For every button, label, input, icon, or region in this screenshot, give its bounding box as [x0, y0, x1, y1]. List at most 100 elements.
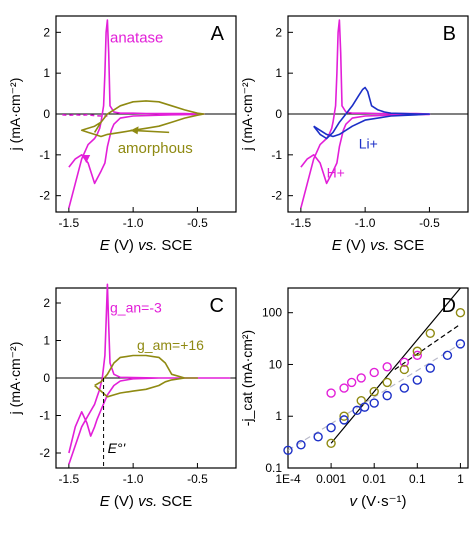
x-tick-label: -1.5: [59, 472, 80, 486]
x-axis-label-part: vs.: [138, 237, 157, 254]
annotation-li: Li+: [359, 136, 378, 152]
arrowhead-anatase: [82, 155, 91, 163]
plot-frame: [287, 287, 469, 469]
data-point: [339, 415, 349, 425]
annotation-h: H+: [327, 164, 345, 180]
x-axis-label-part: (V): [110, 493, 138, 510]
y-tick-label: -1: [39, 148, 50, 162]
data-point: [346, 377, 357, 388]
x-axis-label-part: SCE: [389, 237, 424, 254]
y-tick-label: 0: [43, 371, 50, 385]
y-axis-label: j (mA·cm⁻²): [239, 78, 255, 152]
data-point: [326, 438, 336, 449]
series-line: [313, 86, 431, 140]
x-axis-label-part: vs.: [138, 493, 157, 510]
data-point: [425, 363, 435, 373]
series-line: [62, 114, 108, 117]
panel-letter: C: [210, 295, 224, 317]
y-tick-label: 0: [275, 107, 282, 121]
x-axis-label-part: (V·s⁻¹): [357, 493, 407, 510]
data-point: [455, 339, 466, 349]
y-axis-label: j (mA·cm⁻²): [7, 78, 23, 152]
y-tick-label: 100: [262, 306, 282, 320]
x-tick-label: -1.0: [355, 216, 376, 230]
y-tick-label: 1: [275, 66, 282, 80]
x-tick-label: -1.0: [123, 472, 144, 486]
x-axis-label-part: E: [100, 237, 111, 254]
annotation-g-an: g_an=-3: [110, 299, 162, 315]
y-tick-label: 0.1: [265, 461, 282, 475]
data-point: [356, 373, 366, 383]
data-point: [283, 445, 293, 455]
y-tick-label: 1: [275, 409, 282, 423]
series-line: [80, 100, 205, 138]
panel-b: -1.5 -1.0 -0.5 -2 -1 0 1 2 B E (V) vs. SCE j (mA·c…: [239, 15, 469, 254]
data-point: [399, 357, 410, 368]
annotation-anatase: anatase: [110, 30, 163, 47]
data-point: [369, 386, 379, 397]
y-tick-label: 2: [43, 296, 50, 310]
x-axis-label-part: vs.: [370, 237, 389, 254]
arrowhead-amorphous: [130, 126, 139, 135]
data-point: [382, 377, 392, 388]
data-point: [352, 405, 362, 416]
data-point: [313, 432, 323, 442]
data-point: [339, 383, 349, 393]
y-tick-label: 0: [43, 107, 50, 121]
data-point: [326, 423, 336, 433]
x-axis-label-part: (V): [342, 237, 370, 254]
panel-letter: D: [442, 295, 456, 317]
data-point: [296, 440, 306, 450]
panel-c: -1.5 -1.0 -0.5 -2 -1 0 1 2 C E (V) vs. SCE j (mA·c…: [7, 283, 237, 510]
y-tick-label: 2: [275, 25, 282, 39]
data-point: [399, 364, 410, 375]
x-tick-label: 0.001: [316, 472, 346, 486]
x-axis-label-part: E: [100, 493, 111, 510]
x-axis-label: v (V·s⁻¹): [349, 493, 406, 510]
x-axis-label-part: SCE: [157, 493, 192, 510]
annotation-g-am: g_am=+16: [137, 337, 204, 353]
y-tick-label: -2: [39, 446, 50, 460]
annotation-amorphous: amorphous: [118, 140, 193, 157]
x-tick-label: 1: [457, 472, 464, 486]
panel-letter: B: [443, 23, 456, 45]
y-tick-label: 2: [43, 25, 50, 39]
data-point: [339, 411, 349, 421]
x-axis-label-part: (V): [110, 237, 138, 254]
panel-letter: A: [211, 23, 225, 45]
y-axis-label: -j_cat (mA·cm²): [239, 330, 255, 426]
data-point: [412, 375, 423, 385]
data-point: [382, 362, 392, 372]
x-axis-label: E (V) vs. SCE: [100, 493, 193, 510]
fit-line: [330, 287, 461, 444]
data-point: [326, 388, 336, 398]
data-point: [455, 307, 466, 318]
x-tick-label: -0.5: [187, 216, 208, 230]
series-line: [68, 19, 205, 209]
x-axis-label-part: v: [349, 493, 358, 510]
x-axis-label: E (V) vs. SCE: [100, 237, 193, 254]
data-point: [412, 350, 423, 361]
x-tick-label: 0.1: [409, 472, 426, 486]
fit-line: [394, 323, 461, 370]
series-line: [300, 19, 431, 209]
data-point: [382, 390, 392, 401]
y-tick-label: 10: [269, 357, 283, 371]
y-tick-label: 1: [43, 334, 50, 348]
y-tick-label: -1: [39, 409, 50, 423]
y-axis-label: j (mA·cm⁻²): [7, 342, 23, 416]
y-tick-label: -2: [39, 189, 50, 203]
data-point: [442, 350, 453, 361]
data-point: [412, 346, 423, 356]
annotation-e0: E°': [108, 440, 127, 456]
x-tick-label: 1E-4: [275, 472, 301, 486]
panel-a: -1.5 -1.0 -0.5 -2 -1 0 1 2 A E (V) vs. SCE j (mA·c…: [7, 15, 237, 254]
data-point: [399, 383, 410, 393]
x-tick-label: -1.5: [59, 216, 80, 230]
data-point: [369, 398, 379, 408]
data-point: [369, 367, 379, 378]
x-tick-label: -1.5: [291, 216, 312, 230]
y-tick-label: -2: [271, 189, 282, 203]
panel-d: 1E-4 0.001 0.01 0.1 1 0.1 1 10 100 Dv (V·s⁻¹) -j_c…: [239, 287, 469, 510]
